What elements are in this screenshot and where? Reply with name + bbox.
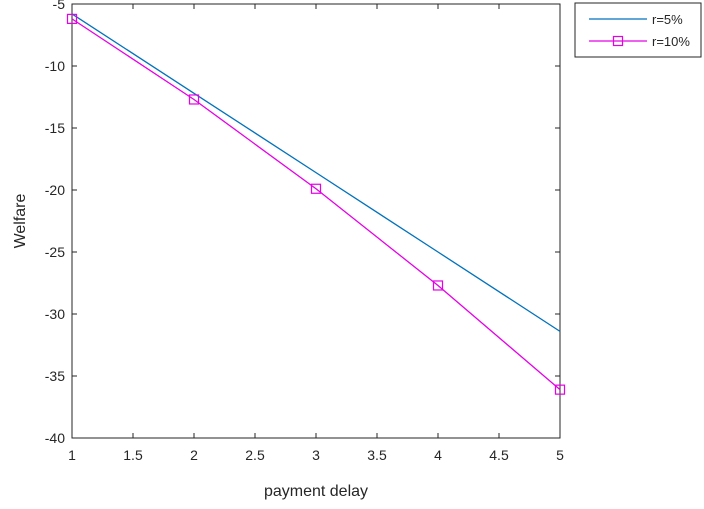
series-2-point bbox=[432, 280, 444, 291]
y-tick-label: -10 bbox=[45, 58, 65, 74]
legend-box bbox=[574, 2, 702, 58]
series-layer bbox=[66, 13, 566, 395]
legend-label-2: r=10% bbox=[652, 34, 690, 49]
labels-layer: payment delay Welfare bbox=[12, 193, 368, 500]
y-tick-label: -40 bbox=[45, 430, 65, 446]
x-tick-label: 5 bbox=[556, 447, 564, 463]
axes: 1 1.5 2 2.5 3 3.5 4 4.5 5 -40 -35 -30 -25 -20 -15 -10 -5 bbox=[45, 0, 564, 463]
y-tick-label: -25 bbox=[45, 244, 65, 260]
x-tick-label: 1.5 bbox=[123, 447, 143, 463]
legend-label-1: r=5% bbox=[652, 12, 683, 27]
series-2-point bbox=[310, 183, 322, 194]
y-tick-label: -30 bbox=[45, 306, 65, 322]
y-tick-label: -15 bbox=[45, 120, 65, 136]
y-tick-label: -20 bbox=[45, 182, 65, 198]
series-2-point bbox=[66, 13, 78, 24]
series-line-2 bbox=[71, 18, 561, 391]
legend: r=5% r=10% bbox=[574, 2, 702, 58]
plot-frame bbox=[71, 3, 561, 439]
x-tick-label: 4 bbox=[434, 447, 442, 463]
legend-marker-2 bbox=[612, 35, 624, 47]
x-tick-label: 3.5 bbox=[367, 447, 387, 463]
series-2-point bbox=[554, 384, 566, 395]
x-tick-label: 4.5 bbox=[489, 447, 509, 463]
y-axis-label: Welfare bbox=[12, 193, 29, 248]
y-tick-label: -35 bbox=[45, 368, 65, 384]
x-tick-label: 2 bbox=[190, 447, 198, 463]
x-tick-label: 1 bbox=[68, 447, 76, 463]
y-tick-label: -5 bbox=[53, 0, 66, 12]
series-line-1 bbox=[71, 13, 561, 332]
series-2-point bbox=[188, 94, 200, 105]
x-axis-label: payment delay bbox=[264, 483, 368, 500]
x-tick-label: 3 bbox=[312, 447, 320, 463]
x-tick-label: 2.5 bbox=[245, 447, 265, 463]
